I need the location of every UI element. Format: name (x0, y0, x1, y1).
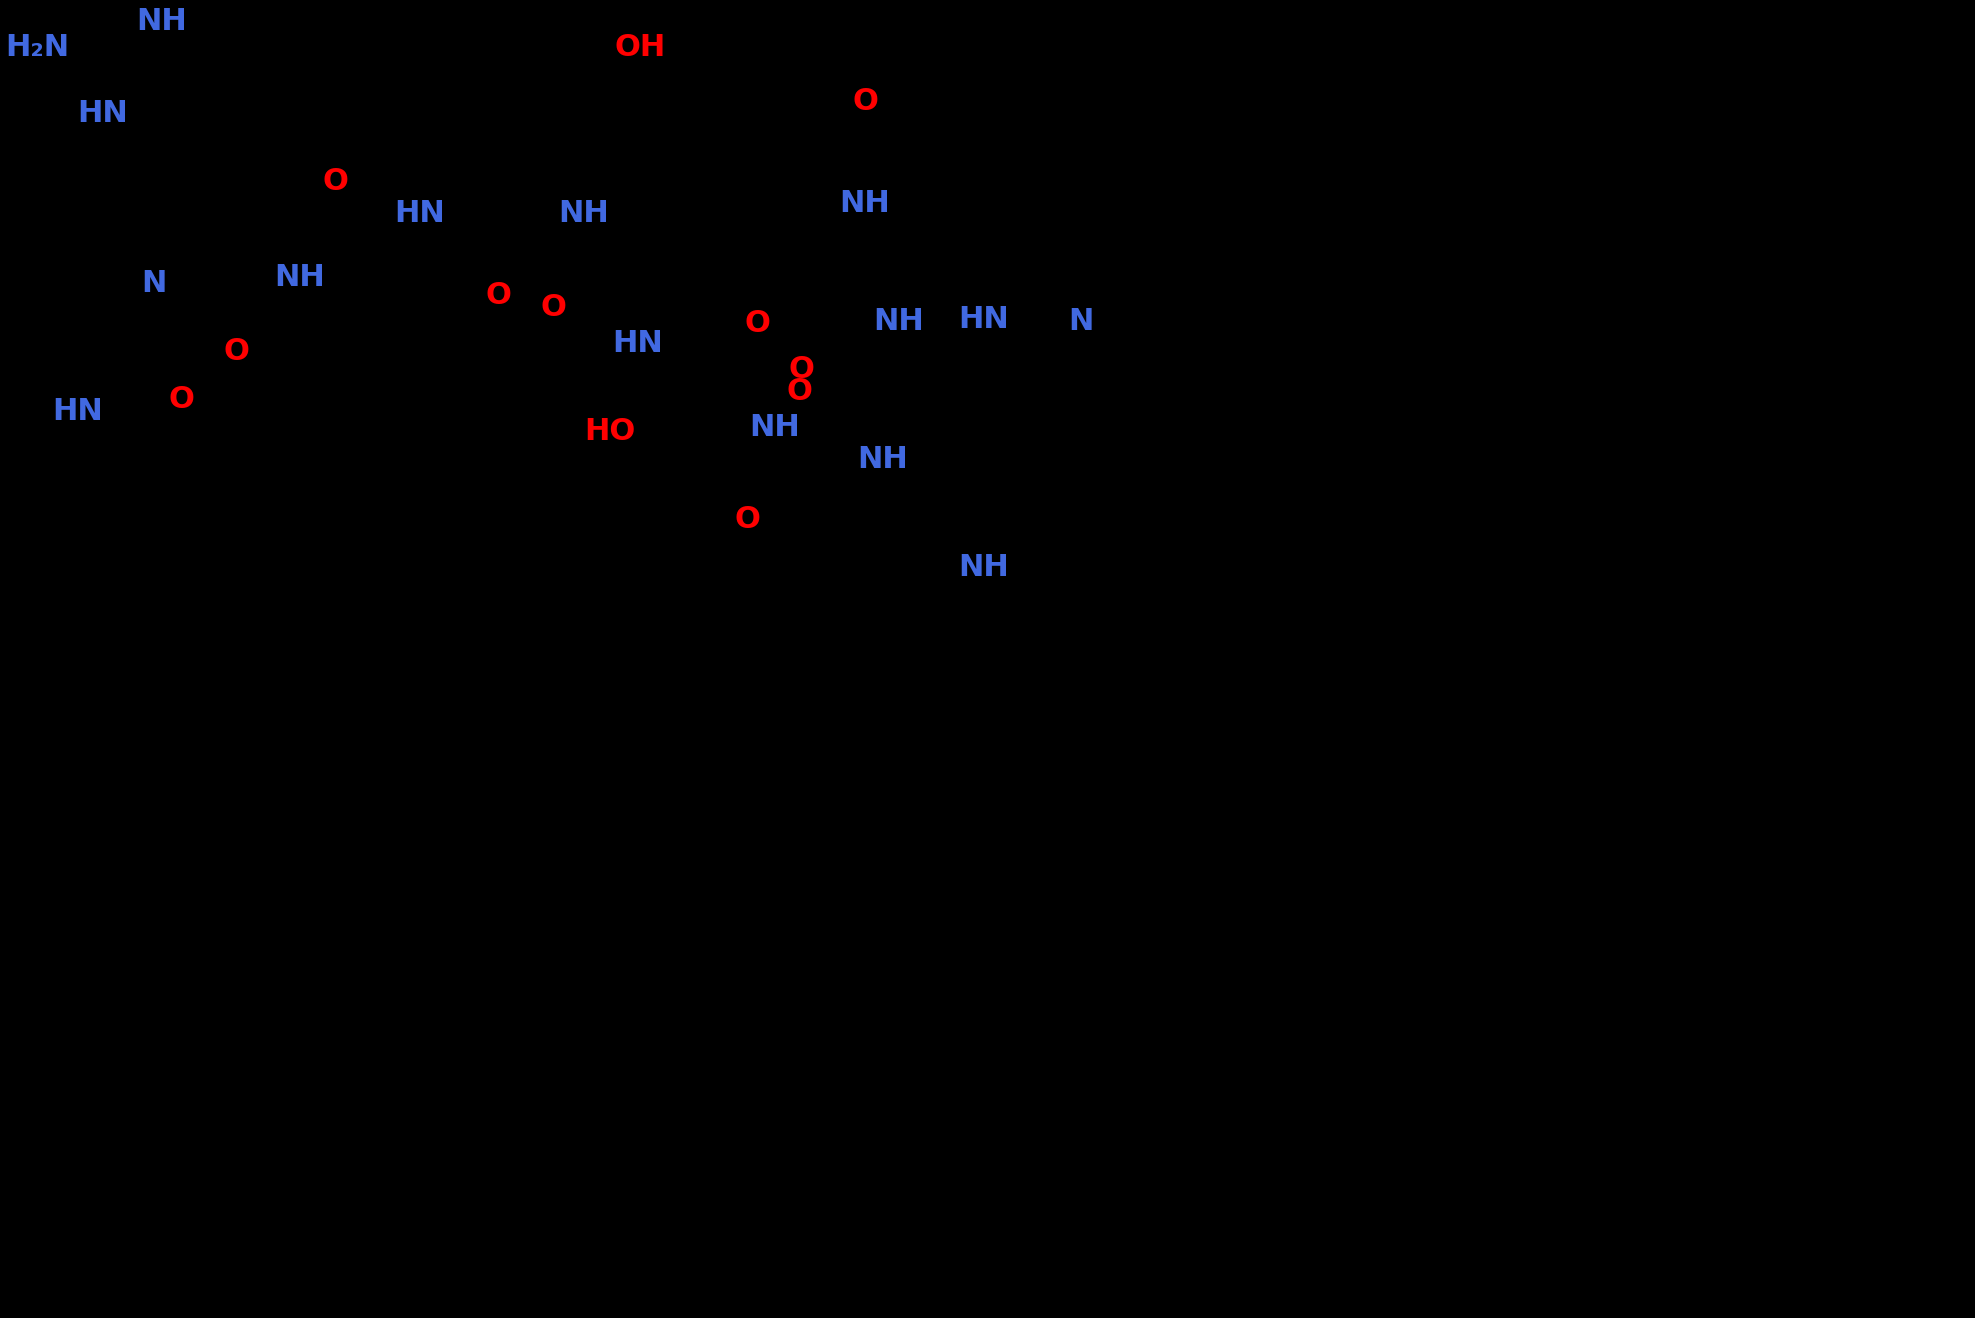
Text: O: O (745, 310, 770, 339)
Text: O: O (322, 167, 348, 196)
Text: HN: HN (51, 398, 103, 427)
Text: NH: NH (839, 190, 891, 219)
Text: HN: HN (77, 99, 128, 128)
Text: HN: HN (395, 199, 444, 228)
Text: OH: OH (614, 33, 666, 62)
Text: O: O (223, 336, 249, 365)
Text: NH: NH (136, 8, 188, 37)
Text: NH: NH (857, 444, 908, 473)
Text: O: O (486, 282, 512, 311)
Text: HO: HO (585, 418, 636, 447)
Text: O: O (735, 506, 760, 535)
Text: O: O (853, 87, 879, 116)
Text: NH: NH (749, 414, 800, 443)
Text: O: O (168, 385, 196, 414)
Text: N: N (142, 269, 166, 298)
Text: O: O (541, 293, 567, 322)
Text: H₂N: H₂N (4, 33, 69, 62)
Text: O: O (788, 356, 814, 385)
Text: O: O (786, 377, 812, 406)
Text: NH: NH (559, 199, 608, 228)
Text: NH: NH (958, 554, 1009, 583)
Text: HN: HN (958, 306, 1009, 335)
Text: HN: HN (612, 330, 664, 358)
Text: NH: NH (275, 262, 326, 291)
Text: NH: NH (873, 307, 924, 336)
Text: N: N (1068, 307, 1094, 336)
